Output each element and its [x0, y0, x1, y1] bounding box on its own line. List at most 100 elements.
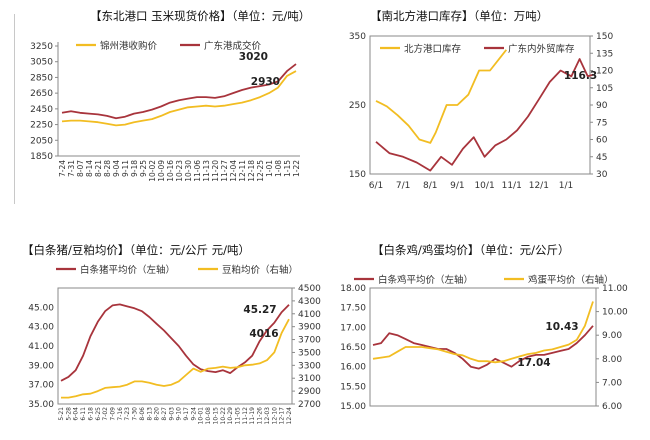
- x-tick-label: 1-22: [292, 160, 301, 177]
- data-label: 2930: [251, 76, 280, 88]
- y-right-tick-label: 3900: [298, 323, 321, 333]
- y-left-tick-label: 35.00: [28, 400, 54, 410]
- x-tick-label: 6-11: [80, 407, 87, 421]
- series-line-gold: [61, 318, 290, 399]
- data-label: 10.43: [545, 321, 578, 333]
- data-label: 45.27: [243, 304, 276, 316]
- x-tick-label: 8-13: [146, 407, 153, 421]
- series-line-gold: [375, 49, 508, 144]
- y-right-tick-label: 75: [596, 118, 607, 128]
- x-tick-label: 11-12: [242, 407, 249, 425]
- x-tick-label: 10-23: [175, 160, 184, 182]
- x-tick-label: 12-17: [279, 407, 286, 425]
- x-tick-label: 7-02: [102, 407, 109, 421]
- x-tick-label: 11-13: [202, 160, 211, 182]
- x-tick-label: 8-27: [161, 407, 168, 421]
- x-tick-label: 10-08: [205, 407, 212, 425]
- chart-svg: 18.00 17.50 17.00 16.50 16.00 15.50 15.00 11.00…: [340, 274, 628, 412]
- y-right-tick-label: 4300: [298, 297, 321, 307]
- x-tick-label: 9-25: [139, 160, 148, 177]
- x-tick-label: 11-19: [249, 407, 256, 425]
- y-right-tick-label: 8.00: [602, 355, 622, 365]
- y-left-tick-label: 15.50: [340, 382, 366, 392]
- x-tick-label: 11-05: [235, 407, 242, 425]
- data-label: 4016: [249, 328, 278, 340]
- data-label: 116.3: [564, 70, 597, 82]
- data-label: 3020: [239, 51, 268, 63]
- x-tick-label: 12-25: [256, 160, 265, 182]
- y-tick-label: 2250: [30, 121, 53, 131]
- y-right-tick-label: 4100: [298, 310, 321, 320]
- y-left-tick-label: 150: [349, 170, 366, 180]
- y-right-tick-label: 9.00: [602, 331, 622, 341]
- y-left-tick-label: 39.00: [28, 361, 54, 371]
- y-right-tick-label: 150: [596, 32, 613, 42]
- x-tick-label: 11-20: [211, 160, 220, 182]
- series-line-gold: [61, 70, 297, 127]
- legend-label: 白条猪平均价（左轴）: [80, 264, 175, 276]
- y-right-tick-label: 2700: [298, 400, 321, 410]
- x-tick-label: 11-26: [257, 407, 264, 425]
- y-right-tick-label: 120: [596, 67, 613, 77]
- x-tick-label: 12/1: [529, 181, 549, 191]
- x-tick-label: 9-10: [176, 407, 183, 421]
- x-tick-label: 8/1: [423, 181, 437, 191]
- y-right-tick-label: 6.00: [602, 402, 622, 412]
- x-tick-label: 9-24: [190, 407, 197, 421]
- x-tick-label: 11/1: [502, 181, 522, 191]
- x-tick-label: 5-28: [65, 407, 72, 421]
- y-tick-label: 2650: [30, 89, 53, 99]
- y-left-tick-label: 17.50: [340, 304, 366, 314]
- y-left-tick-label: 41.00: [28, 342, 54, 352]
- y-right-tick-label: 135: [596, 49, 613, 59]
- x-tick-label: 11-27: [220, 160, 229, 182]
- legend-label: 北方港口库存: [404, 43, 462, 55]
- y-right-tick-label: 7.00: [602, 378, 622, 388]
- x-tick-label: 12-03: [264, 407, 271, 425]
- x-tick-label: 10-30: [184, 160, 193, 182]
- y-right-tick-label: 3500: [298, 348, 321, 358]
- y-right-tick-label: 10.00: [602, 308, 628, 318]
- x-tick-label: 12-18: [247, 160, 256, 182]
- x-tick-label: 1/1: [559, 181, 573, 191]
- x-tick-label: 7-30: [132, 407, 139, 421]
- x-tick-label: 6-25: [95, 407, 102, 421]
- legend-label: 豆粕均价（右轴）: [222, 264, 298, 276]
- x-tick-label: 10-02: [148, 160, 157, 182]
- x-tick-label: 9-03: [168, 407, 175, 421]
- x-tick-label: 7-23: [124, 407, 131, 421]
- plot-frame: [369, 35, 591, 175]
- x-tick-label: 10-29: [227, 407, 234, 425]
- x-tick-label: 8-28: [103, 160, 112, 177]
- x-tick-label: 6/1: [369, 181, 383, 191]
- y-right-tick-label: 90: [596, 101, 608, 111]
- x-tick-label: 7-31: [67, 160, 76, 177]
- chart-corn-spot-price: 【东北港口 玉米现货价格】（单位：元/吨） 3250 3050 2850 2650 24…: [18, 6, 318, 206]
- chart-title: 【白条鸡/鸡蛋均价】（单位：元/公斤）: [372, 243, 570, 257]
- plot-frame: [369, 287, 597, 407]
- x-tick-label: 9-04: [112, 160, 121, 177]
- x-tick-label: 7-24: [58, 160, 67, 177]
- chart-svg: 350 250 150 150 135 120 105 90 75 60 45 30 6/1 7/1 8/1…: [349, 32, 614, 191]
- x-tick-label: 9-18: [130, 160, 139, 177]
- x-tick-label: 10-16: [166, 160, 175, 182]
- x-tick-label: 8-20: [154, 407, 161, 421]
- chart-svg: 3250 3050 2850 2650 2450 2250 2050 1850 7-24 7-31…: [30, 40, 301, 182]
- y-left-tick-label: 16.00: [340, 363, 366, 373]
- chart-port-inventory: 【南北方港口库存】（单位：万吨） 350 250 150 150 135 120 105 90…: [332, 6, 650, 206]
- y-left-tick-label: 15.00: [340, 402, 366, 412]
- legend-label: 锦州港收购价: [100, 40, 158, 52]
- series-line-dark: [372, 325, 594, 370]
- series-line-dark: [375, 58, 594, 172]
- x-tick-label: 1-15: [283, 160, 292, 177]
- x-tick-label: 10-22: [220, 407, 227, 425]
- x-tick-label: 12-24: [286, 407, 293, 425]
- x-tick-label: 9/1: [450, 181, 464, 191]
- x-tick-label: 10-09: [157, 160, 166, 182]
- x-tick-label: 1-01: [265, 160, 274, 177]
- y-tick-label: 3050: [30, 58, 53, 68]
- x-tick-label: 8-06: [139, 407, 146, 421]
- series-line-dark: [60, 303, 290, 382]
- x-tick-label: 6-04: [73, 407, 80, 421]
- y-left-tick-label: 16.50: [340, 343, 366, 353]
